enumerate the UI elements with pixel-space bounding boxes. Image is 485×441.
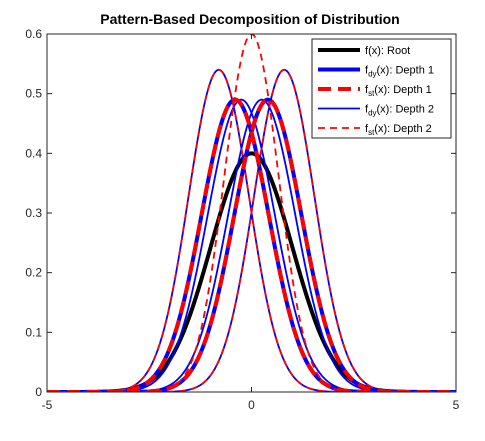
legend-label-2: fst(x): Depth 1: [365, 84, 432, 98]
legend-label-1: fdy(x): Depth 1: [365, 65, 434, 79]
series-line-4: [47, 97, 456, 392]
legend-label-main: f: [365, 84, 369, 96]
legend-label-0: f(x): Root: [365, 45, 410, 57]
y-tick-label: 0.2: [25, 266, 42, 280]
legend-label-subscript: st: [368, 128, 375, 137]
x-tick-label: 5: [453, 398, 460, 412]
series-line-6: [47, 98, 456, 392]
axes: 00.10.20.30.40.50.6-5 0 5: [25, 27, 459, 412]
y-tick-label: 0.3: [25, 206, 42, 220]
legend-label-rest: (x): Depth 2: [374, 123, 431, 135]
series-line-1: [47, 97, 456, 392]
series-line-3: [47, 97, 456, 392]
y-tick-label: 0.4: [25, 146, 42, 160]
series-line-7: [47, 98, 456, 392]
series-line-11: [47, 68, 456, 392]
legend-label-subscript: dy: [368, 70, 376, 79]
legend-label-rest: (x): Root: [368, 45, 410, 57]
legend-label-3: fdy(x): Depth 2: [365, 104, 434, 118]
legend-label-rest: (x): Depth 1: [374, 84, 431, 96]
legend-label-4: fst(x): Depth 2: [365, 123, 432, 137]
series-line-2: [47, 97, 456, 392]
legend-label-main: f: [365, 45, 369, 57]
legend-box: [311, 38, 452, 139]
legend-label-rest: (x): Depth 2: [377, 104, 434, 116]
legend-label-subscript: st: [368, 89, 375, 98]
x-tick-label: 0: [248, 398, 255, 412]
x-tick-label: -5: [42, 398, 53, 412]
legend-label-main: f: [365, 65, 369, 77]
y-tick-label: 0: [35, 385, 42, 399]
legend-label-subscript: dy: [368, 109, 376, 118]
series-line-0: [47, 151, 456, 392]
y-tick-label: 0.1: [25, 325, 42, 339]
legend-label-rest: (x): Depth 1: [377, 65, 434, 77]
legend-label-main: f: [365, 123, 369, 135]
y-tick-label: 0.5: [25, 87, 42, 101]
y-tick-label: 0.6: [25, 27, 42, 41]
chart-title: Pattern-Based Decomposition of Distribut…: [100, 11, 399, 27]
legend-label-main: f: [365, 104, 369, 116]
